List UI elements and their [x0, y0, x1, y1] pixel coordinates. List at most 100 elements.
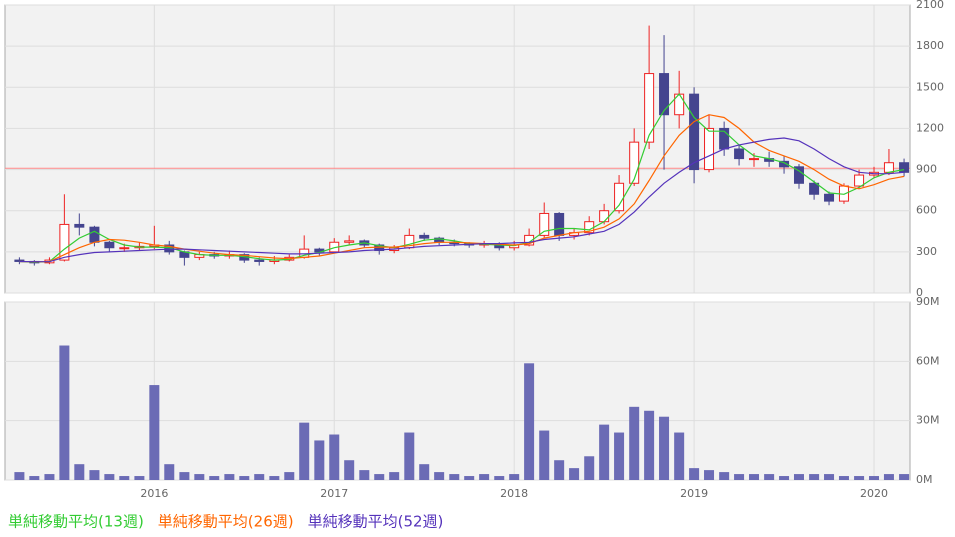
candle-body	[539, 212, 550, 236]
candle-body	[779, 160, 790, 168]
candle-body	[419, 234, 430, 239]
price-panel	[4, 4, 911, 294]
volume-bar	[179, 472, 190, 480]
candle-body	[689, 93, 700, 171]
x-tick-label: 2019	[680, 487, 708, 500]
y-tick-label: 1200	[916, 121, 944, 134]
candle-body	[554, 212, 565, 236]
volume-bar	[644, 410, 655, 480]
volume-bar	[254, 474, 265, 480]
candle-body	[899, 162, 910, 173]
y-tick-label: 300	[916, 245, 937, 258]
volume-bar	[134, 476, 145, 480]
candle-body	[599, 210, 610, 223]
volume-bar	[479, 474, 490, 480]
candle-body	[704, 127, 715, 171]
volume-bar	[883, 474, 894, 480]
volume-bar	[509, 474, 520, 480]
volume-bar	[569, 468, 580, 480]
volume-bar	[659, 416, 670, 480]
volume-bar	[749, 474, 760, 480]
legend-entry: 単純移動平均(52週)	[308, 513, 444, 531]
candle-body	[74, 223, 85, 228]
volume-bar	[554, 460, 565, 480]
volume-bar	[389, 472, 400, 480]
y-tick-label: 600	[916, 204, 937, 217]
candle-body	[749, 158, 760, 161]
volume-bar	[539, 430, 550, 480]
volume-bar	[434, 472, 445, 480]
volume-bar	[793, 474, 804, 480]
volume-bar	[44, 474, 55, 480]
volume-bar	[14, 472, 25, 480]
volume-bar	[164, 464, 175, 480]
ma-line	[19, 137, 905, 263]
volume-bar	[59, 345, 70, 480]
volume-bar	[404, 432, 415, 480]
candle-body	[59, 223, 70, 261]
volume-bar	[89, 470, 100, 480]
volume-bar	[689, 468, 700, 480]
y-tick-label: 30M	[916, 414, 940, 427]
volume-bar	[344, 460, 355, 480]
x-tick-label: 2016	[140, 487, 168, 500]
candle-body	[524, 234, 535, 246]
volume-bar	[854, 476, 865, 480]
volume-bar	[899, 474, 910, 480]
volume-bar	[239, 476, 250, 480]
candle-body	[659, 73, 670, 116]
volume-bar	[869, 476, 880, 480]
candle-body	[254, 259, 265, 262]
volume-bar	[464, 476, 475, 480]
legend-entry: 単純移動平均(13週)	[8, 513, 144, 531]
volume-bar	[838, 476, 849, 480]
volume-bar	[629, 406, 640, 480]
y-tick-label: 0M	[916, 473, 933, 486]
volume-bar	[614, 432, 625, 480]
candle-body	[824, 193, 835, 202]
legend-entry: 単純移動平均(26週)	[158, 513, 294, 531]
volume-bar	[584, 456, 595, 480]
candle-body	[614, 182, 625, 212]
volume-bar	[419, 464, 430, 480]
volume-bar	[224, 474, 235, 480]
volume-bar	[269, 476, 280, 480]
candle-body	[734, 148, 745, 160]
ma-line	[19, 114, 905, 263]
volume-bar	[194, 474, 205, 480]
volume-bar	[209, 476, 220, 480]
y-tick-label: 1500	[916, 80, 944, 93]
x-tick-label: 2020	[860, 487, 888, 500]
volume-bar	[119, 476, 130, 480]
volume-bar	[704, 470, 715, 480]
y-tick-label: 1800	[916, 39, 944, 52]
y-tick-label: 60M	[916, 354, 940, 367]
candle-body	[629, 141, 640, 184]
volume-panel	[4, 301, 911, 481]
candle-body	[14, 259, 25, 262]
candle-body	[104, 241, 115, 249]
volume-bar	[734, 474, 745, 480]
volume-bar	[524, 363, 535, 480]
candle-body	[644, 73, 655, 143]
volume-bar	[494, 476, 505, 480]
volume-bar	[674, 432, 685, 480]
volume-bar	[329, 434, 340, 480]
volume-bar	[449, 474, 460, 480]
volume-bar	[374, 474, 385, 480]
candle-body	[854, 174, 865, 187]
volume-bar	[824, 474, 835, 480]
y-tick-label: 900	[916, 163, 937, 176]
x-tick-label: 2017	[320, 487, 348, 500]
volume-bar	[779, 476, 790, 480]
candle-body	[344, 240, 355, 243]
volume-bar	[314, 440, 325, 480]
volume-bar	[284, 472, 295, 480]
y-tick-label: 90M	[916, 295, 940, 308]
volume-bar	[359, 470, 370, 480]
volume-bar	[29, 476, 40, 480]
candle-body	[809, 182, 820, 195]
candle-body	[793, 166, 804, 184]
volume-bar	[719, 472, 730, 480]
